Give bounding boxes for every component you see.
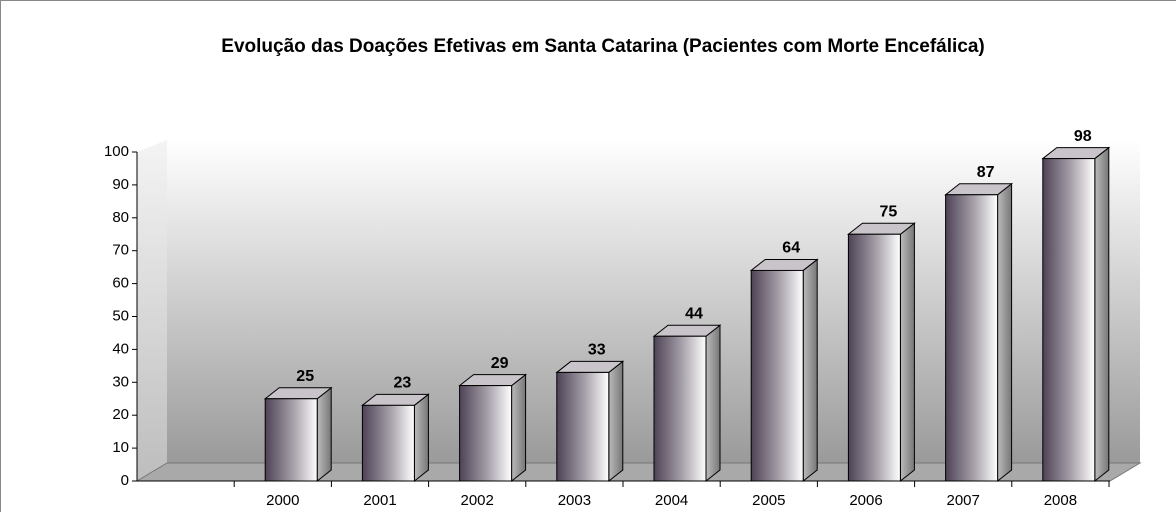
x-tick-label: 2008	[1044, 492, 1077, 509]
bar-side	[511, 373, 527, 483]
bar	[846, 222, 916, 483]
bar	[458, 373, 528, 483]
bar-front	[1042, 158, 1096, 482]
bar-front	[847, 233, 901, 482]
y-tick-label: 0	[121, 472, 129, 489]
bar-front	[750, 269, 804, 482]
bar	[1041, 146, 1111, 483]
value-label: 44	[685, 305, 703, 322]
value-label: 87	[977, 164, 995, 181]
value-label: 75	[880, 203, 898, 220]
value-label: 23	[394, 375, 412, 392]
x-tick-label: 2002	[461, 492, 494, 509]
bar-side	[413, 393, 429, 483]
bar-side	[705, 324, 721, 483]
x-tick-label: 2001	[363, 492, 396, 509]
bar-side	[1094, 146, 1110, 483]
bar-front	[264, 398, 318, 482]
x-tick-label: 2005	[752, 492, 785, 509]
y-tick-label: 10	[112, 439, 129, 456]
x-tick-label: 2004	[655, 492, 688, 509]
bar	[555, 360, 625, 483]
y-tick-label: 50	[112, 307, 129, 324]
bar-front	[945, 194, 999, 482]
y-tick-label: 30	[112, 373, 129, 390]
x-tick-label: 2007	[947, 492, 980, 509]
value-label: 29	[491, 355, 509, 372]
x-tick-label: 2000	[266, 492, 299, 509]
bar-side	[997, 182, 1013, 483]
bar-side	[802, 258, 818, 483]
bar	[263, 386, 333, 483]
y-tick-label: 20	[112, 406, 129, 423]
value-label: 25	[296, 368, 314, 385]
x-tick-label: 2006	[849, 492, 882, 509]
bar	[944, 182, 1014, 483]
y-tick-label: 60	[112, 275, 129, 292]
y-tick-label: 70	[112, 242, 129, 259]
y-tick-label: 80	[112, 209, 129, 226]
side-wall	[137, 140, 167, 481]
x-tick-label: 2003	[558, 492, 591, 509]
bar-front	[653, 335, 707, 482]
bar-front	[361, 404, 415, 482]
chart-title: Evolução das Doações Efetivas em Santa C…	[221, 36, 984, 57]
bar-side	[899, 222, 915, 483]
value-label: 98	[1074, 128, 1092, 145]
bar	[652, 324, 722, 483]
bar-side	[316, 386, 332, 483]
value-label: 33	[588, 342, 606, 359]
bar	[360, 393, 430, 483]
value-label: 64	[782, 240, 800, 257]
y-tick-label: 40	[112, 340, 129, 357]
y-tick-label: 100	[104, 143, 129, 160]
bar-side	[608, 360, 624, 483]
bar-front	[459, 385, 513, 482]
y-tick-label: 90	[112, 176, 129, 193]
bar	[749, 258, 819, 483]
bar-front	[556, 371, 610, 482]
